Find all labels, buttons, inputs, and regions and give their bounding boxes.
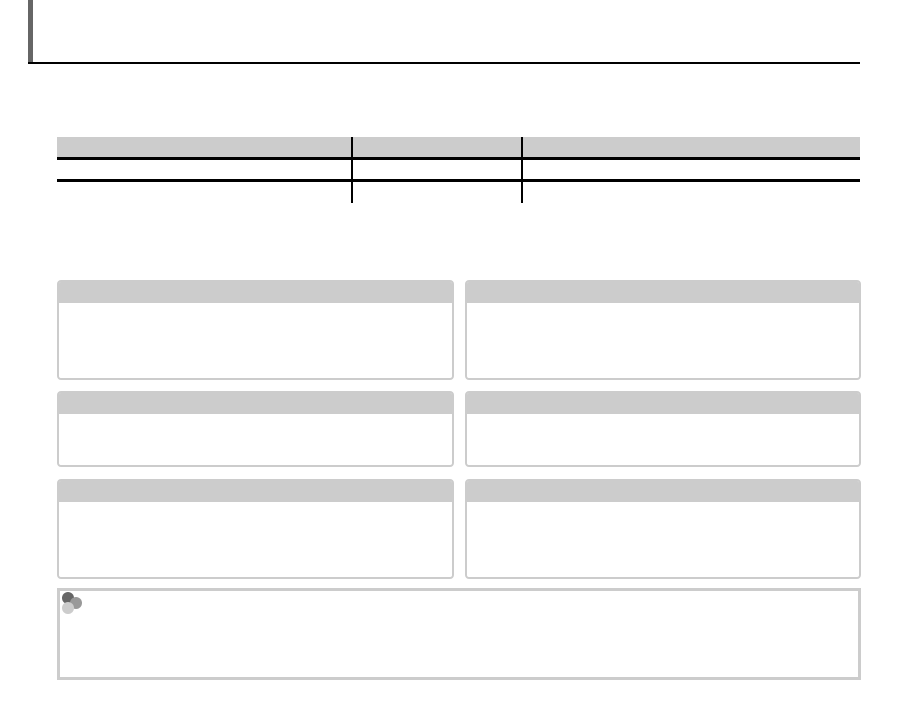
table-row-rule [57, 179, 860, 182]
info-box-header [467, 282, 859, 303]
hexagon-cluster-icon [60, 591, 90, 621]
table-header-rule [57, 157, 860, 160]
table-header [57, 137, 860, 157]
table-column-divider [521, 137, 523, 203]
info-box [57, 280, 454, 380]
info-box [465, 479, 861, 579]
title-underline [28, 62, 860, 64]
info-box-header [467, 393, 859, 414]
info-box [57, 391, 454, 467]
info-box [465, 391, 861, 467]
info-box-header [59, 481, 452, 502]
info-box [465, 280, 861, 380]
table-column-divider [351, 137, 353, 203]
note-box [57, 588, 861, 680]
info-box-header [59, 282, 452, 303]
info-box [57, 479, 454, 579]
info-box-header [467, 481, 859, 502]
title-accent-bar [28, 0, 33, 63]
info-box-header [59, 393, 452, 414]
